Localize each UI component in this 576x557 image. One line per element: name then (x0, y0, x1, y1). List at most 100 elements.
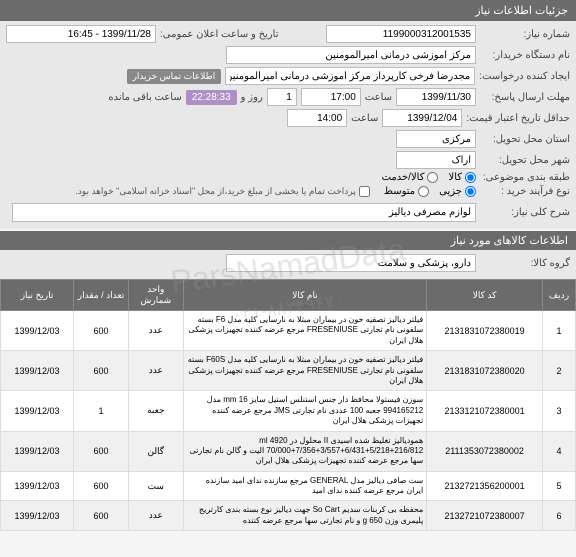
th-qty: تعداد / مقدار (74, 280, 129, 311)
cell-date: 1399/12/03 (1, 471, 74, 501)
table-row: 62132721072380007محفظه بی کربنات سدیم So… (1, 501, 576, 531)
cell-unit: گالن (128, 431, 183, 471)
form-section: شماره نیاز: تاریخ و ساعت اعلان عمومی: نا… (0, 21, 576, 229)
province-input[interactable] (396, 130, 476, 148)
cell-code: 2133121072380001 (427, 391, 543, 431)
th-date: تاریخ نیاز (1, 280, 74, 311)
cell-date: 1399/12/03 (1, 351, 74, 391)
buyer-info-button[interactable]: اطلاعات تماس خریدار (127, 69, 222, 84)
province-label: استان محل تحویل: (480, 134, 570, 145)
cell-name: فیلتر دیالیز تصفیه خون در بیماران مبتلا … (183, 311, 427, 351)
table-row: 12131831072380019فیلتر دیالیز تصفیه خون … (1, 311, 576, 351)
deadline-time-input[interactable] (301, 88, 361, 106)
header-title: جزئیات اطلاعات نیاز (475, 5, 568, 17)
deadline-time-label: ساعت (365, 92, 392, 103)
cell-unit: ست (128, 471, 183, 501)
cell-code: 2132721356200001 (427, 471, 543, 501)
announce-label: تاریخ و ساعت اعلان عمومی: (160, 29, 279, 40)
proc-type-label: نوع فرآیند خرید : (480, 186, 570, 197)
cell-code: 2132721072380007 (427, 501, 543, 531)
req-no-label: شماره نیاز: (480, 29, 570, 40)
cell-qty: 600 (74, 431, 129, 471)
note-checkbox[interactable] (359, 186, 370, 197)
req-no-input[interactable] (326, 25, 476, 43)
budget-service-label: کالا/خدمت (382, 172, 425, 183)
group-input[interactable] (226, 254, 476, 272)
cell-idx: 1 (542, 311, 575, 351)
proc-med-label: متوسط (384, 186, 415, 197)
note-text: پرداخت تمام یا بخشی از مبلغ خرید،از محل … (75, 186, 355, 197)
th-unit: واحد شمارش (128, 280, 183, 311)
budget-service-option[interactable]: کالا/خدمت (382, 172, 439, 183)
cell-date: 1399/12/03 (1, 311, 74, 351)
items-section-title: اطلاعات کالاهای مورد نیاز (0, 231, 576, 250)
budget-cls-label: طبقه بندی موضوعی: (480, 172, 570, 183)
group-label: گروه کالا: (480, 258, 570, 269)
table-header-row: ردیف کد کالا نام کالا واحد شمارش تعداد /… (1, 280, 576, 311)
cell-date: 1399/12/03 (1, 431, 74, 471)
cell-idx: 6 (542, 501, 575, 531)
budget-service-radio[interactable] (427, 172, 438, 183)
proc-radio-group: جزیی متوسط (384, 186, 476, 197)
header-bar: جزئیات اطلاعات نیاز (0, 0, 576, 21)
city-label: شهر محل تحویل: (480, 155, 570, 166)
validity-time-input[interactable] (287, 109, 347, 127)
th-idx: ردیف (542, 280, 575, 311)
remain-label: ساعت باقی مانده (108, 92, 181, 103)
budget-goods-label: کالا (448, 172, 462, 183)
cell-unit: جعبه (128, 391, 183, 431)
cell-unit: عدد (128, 351, 183, 391)
timer-box: 22:28:33 (186, 90, 237, 105)
table-row: 52132721356200001ست صافی دیالیز مدل GENE… (1, 471, 576, 501)
desc-label: شرح کلی نیاز: (480, 207, 570, 218)
cell-idx: 3 (542, 391, 575, 431)
cell-name: سوزن فیستولا محافظ دار جنس استنلس استیل … (183, 391, 427, 431)
items-table: ردیف کد کالا نام کالا واحد شمارش تعداد /… (0, 279, 576, 531)
deadline-label: مهلت ارسال پاسخ: (480, 92, 570, 103)
creator-input[interactable] (225, 67, 475, 85)
desc-input[interactable] (12, 203, 476, 222)
cell-code: 2131831072380020 (427, 351, 543, 391)
cell-code: 2111353072380002 (427, 431, 543, 471)
cell-idx: 5 (542, 471, 575, 501)
budget-goods-option[interactable]: کالا (448, 172, 476, 183)
cell-idx: 4 (542, 431, 575, 471)
cell-code: 2131831072380019 (427, 311, 543, 351)
table-row: 32133121072380001سوزن فیستولا محافظ دار … (1, 391, 576, 431)
cell-qty: 600 (74, 351, 129, 391)
days-input[interactable] (267, 88, 297, 106)
cell-name: همودیالیز تغلیظ شده اسیدی II محلول در ml… (183, 431, 427, 471)
cell-qty: 600 (74, 311, 129, 351)
cell-name: محفظه بی کربنات سدیم So Cart جهت دیالیز … (183, 501, 427, 531)
proc-med-radio[interactable] (418, 186, 429, 197)
validity-label: حداقل تاریخ اعتبار قیمت: (466, 113, 570, 124)
table-row: 42111353072380002همودیالیز تغلیظ شده اسی… (1, 431, 576, 471)
days-label: روز و (241, 92, 263, 103)
cell-unit: عدد (128, 311, 183, 351)
announce-input[interactable] (6, 25, 156, 43)
cell-name: فیلتر دیالیز تصفیه خون در بیماران مبتلا … (183, 351, 427, 391)
city-input[interactable] (396, 151, 476, 169)
table-row: 22131831072380020فیلتر دیالیز تصفیه خون … (1, 351, 576, 391)
budget-radio-group: کالا کالا/خدمت (382, 172, 476, 183)
proc-low-option[interactable]: جزیی (439, 186, 476, 197)
deadline-date-input[interactable] (396, 88, 476, 106)
proc-med-option[interactable]: متوسط (384, 186, 429, 197)
proc-low-label: جزیی (439, 186, 462, 197)
cell-qty: 600 (74, 471, 129, 501)
cell-name: ست صافی دیالیز مدل GENERAL مرجع سازنده ن… (183, 471, 427, 501)
validity-time-label: ساعت (351, 113, 378, 124)
note-check-wrap[interactable]: پرداخت تمام یا بخشی از مبلغ خرید،از محل … (75, 186, 369, 197)
group-section: گروه کالا: (0, 250, 576, 279)
th-code: کد کالا (427, 280, 543, 311)
validity-date-input[interactable] (382, 109, 462, 127)
buyer-org-input[interactable] (226, 46, 476, 64)
cell-date: 1399/12/03 (1, 501, 74, 531)
th-name: نام کالا (183, 280, 427, 311)
creator-label: ایجاد کننده درخواست: (479, 71, 570, 82)
budget-goods-radio[interactable] (465, 172, 476, 183)
proc-low-radio[interactable] (465, 186, 476, 197)
cell-unit: عدد (128, 501, 183, 531)
cell-date: 1399/12/03 (1, 391, 74, 431)
buyer-org-label: نام دستگاه خریدار: (480, 50, 570, 61)
